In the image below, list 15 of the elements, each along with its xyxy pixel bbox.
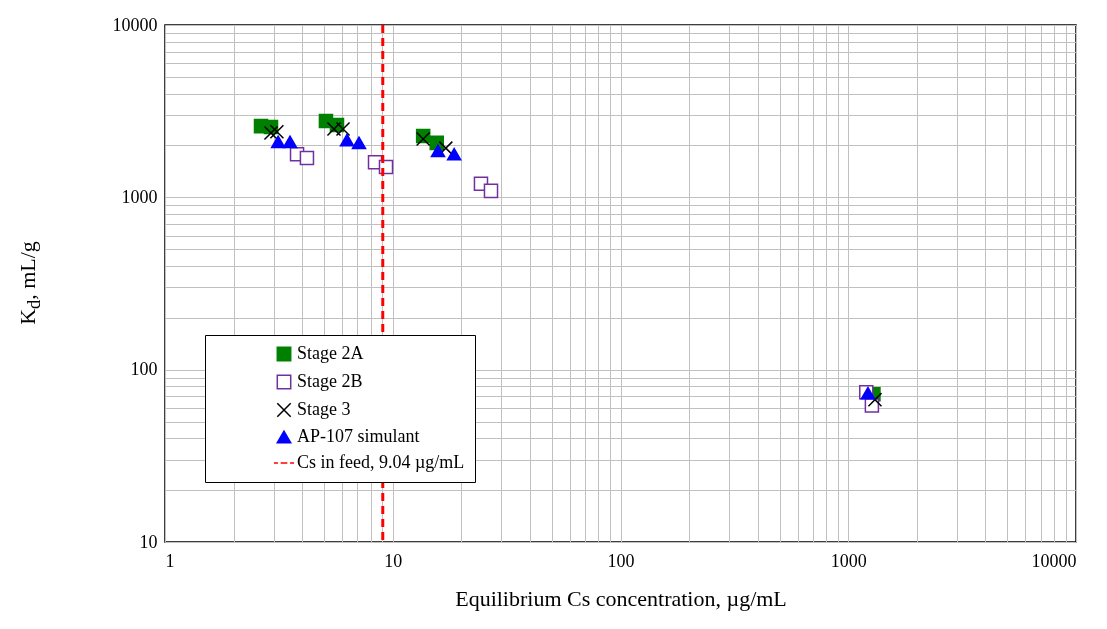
y-tick-label: 10000 [112, 14, 158, 35]
y-tick-label: 10 [139, 531, 158, 552]
x-tick-label: 1 [165, 550, 175, 571]
x-tick-label: 1000 [830, 550, 867, 571]
legend-label: Stage 3 [297, 399, 351, 419]
y-tick-label: 1000 [121, 186, 158, 207]
x-axis-title: Equilibrium Cs concentration, µg/mL [455, 585, 787, 611]
legend-label: Stage 2B [297, 371, 363, 391]
x-tick-label: 100 [607, 550, 635, 571]
y-tick-label: 100 [130, 359, 158, 380]
x-tick-label: 10000 [1031, 550, 1077, 571]
x-tick-label: 10 [384, 550, 403, 571]
ref-line-label: Cs in feed, 9.04 µg/mL [297, 452, 465, 472]
legend-label: Stage 2A [297, 343, 364, 363]
legend-label: AP-107 simulant [297, 426, 420, 446]
